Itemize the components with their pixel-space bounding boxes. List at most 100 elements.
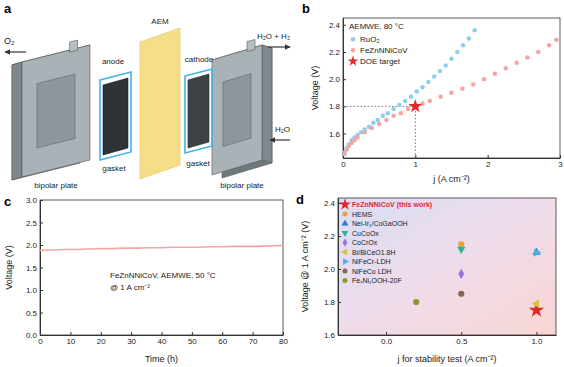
y-axis: 1.61.82.02.22.4 [329,19,346,159]
tick-label: 0.5 [26,309,38,318]
tick: 0.5 [26,309,43,318]
legend-label: Bi/BiCeO1.8H [352,249,396,256]
annotation: AEMWE, 80 °C [349,22,404,31]
tick-mark [488,155,489,158]
tick: 3.0 [26,196,43,205]
data-point [371,120,376,125]
legend-marker [343,258,349,265]
component-label: AEM [151,17,169,26]
tick: 1.6 [324,331,341,340]
flow-arrow [270,139,290,140]
tick-mark [343,134,346,135]
stream-label: O₂ [4,36,15,46]
plate-face [22,45,90,177]
data-point [458,269,464,279]
annotation: @ 1 A cm⁻² [110,283,150,292]
tick: 10 [66,332,75,346]
tick-mark [283,332,284,335]
tick: 3 [558,155,563,169]
data-point [432,74,437,79]
x-axis: 0.00.51.0 [339,332,557,346]
data-point [525,55,530,60]
tick-label: 2.4 [329,21,341,30]
tick: 2.0 [329,75,346,84]
axis-line [339,335,557,336]
legend: FeZnNNiCoV (this work)HEMSNei-Ir₁/CoGaOO… [339,198,432,284]
axis-title: Voltage (V) [310,66,320,111]
panel-label: b [302,1,310,16]
data-point [386,111,391,116]
data-point [403,99,408,104]
tick-label: 2.4 [324,199,336,208]
data-point [467,36,472,41]
tick-label: 3 [558,160,563,169]
plot-area [40,245,283,250]
gasket [100,72,131,160]
component-label: bipolar plate [220,181,264,190]
anode [103,78,128,155]
tick-mark [40,200,43,201]
tick-label: 70 [249,337,258,346]
legend-label: NiFeCo LDH [352,268,392,275]
flow-arrow [268,46,290,47]
legend-marker [342,231,349,237]
legend-marker [341,249,347,256]
tick-label: 0.0 [381,337,393,346]
tick-label: 1.0 [531,337,543,346]
legend-marker [343,238,348,246]
data-point [343,152,347,157]
plate-face [212,45,262,175]
data-point [472,28,477,33]
tick-mark [461,332,462,335]
tick: 2 [486,155,491,169]
data-point [428,99,433,104]
tick-mark [343,79,346,80]
tick: 40 [158,332,167,346]
tick: 30 [127,332,136,346]
plot-frame [40,200,283,335]
data-point [375,118,380,123]
legend-label: HEMS [352,211,373,218]
data-point [420,101,425,106]
tick-mark [338,335,341,336]
tick-mark [222,332,223,335]
tick: 1.8 [329,102,346,111]
data-point [420,85,425,90]
data-point [532,299,539,307]
y-axis: 1.61.82.02.22.4 [324,199,341,341]
tick-label: 0.0 [26,331,38,340]
data-point [482,77,487,82]
tick-label: 1.0 [26,286,38,295]
data-point [426,80,431,85]
component-label: gasket [102,164,126,173]
data-point [457,247,465,254]
data-point [415,89,420,94]
x-axis: 0123 [341,155,563,169]
data-point [377,122,382,127]
tick-mark [560,155,561,158]
tick-label: 1 [414,160,419,169]
tick: 2.4 [329,21,346,30]
plot-area [343,28,559,158]
plot-background [338,198,556,335]
tick-mark [131,332,132,335]
tick-label: 1.6 [324,331,336,340]
data-point [458,291,464,297]
panel-label: c [4,194,11,209]
legend-label: FeZnNNiCoV [360,46,408,55]
legend-marker [342,269,347,274]
axis-title: Voltage @ 1 A cm⁻² (V) [300,221,310,313]
guide-line [343,106,415,107]
guide-line [415,106,416,158]
legend-marker [351,48,356,53]
legend-marker [339,198,351,209]
tick-label: 1.5 [26,264,38,273]
data-point [399,111,404,116]
terminal-tab [70,40,78,52]
axis-line [343,19,344,159]
data-point [503,66,508,71]
tick-mark [40,290,43,291]
tick: 1.5 [26,264,43,273]
cathode [188,74,209,148]
data-point [460,86,465,91]
